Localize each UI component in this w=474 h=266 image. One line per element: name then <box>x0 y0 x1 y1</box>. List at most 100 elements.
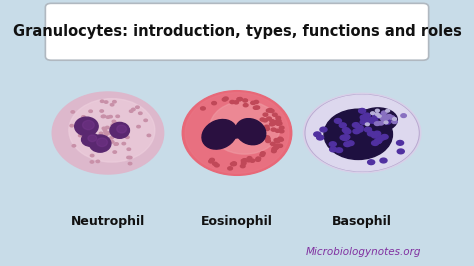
Circle shape <box>91 120 94 123</box>
Circle shape <box>276 119 281 122</box>
Circle shape <box>367 118 374 123</box>
Circle shape <box>360 115 367 120</box>
Text: Neutrophil: Neutrophil <box>71 215 145 228</box>
Circle shape <box>103 129 107 131</box>
Circle shape <box>380 116 386 120</box>
Circle shape <box>369 117 376 122</box>
Circle shape <box>255 158 260 161</box>
Circle shape <box>260 118 265 121</box>
Circle shape <box>147 134 151 137</box>
Circle shape <box>368 160 374 165</box>
Circle shape <box>212 102 217 105</box>
Circle shape <box>380 158 387 163</box>
Circle shape <box>138 112 142 114</box>
Circle shape <box>102 127 106 130</box>
Circle shape <box>273 147 277 150</box>
Circle shape <box>272 149 276 153</box>
Circle shape <box>397 140 403 145</box>
Circle shape <box>228 167 232 170</box>
Circle shape <box>240 165 245 168</box>
Ellipse shape <box>324 109 392 159</box>
Circle shape <box>254 101 259 103</box>
Text: Basophil: Basophil <box>332 215 392 228</box>
Circle shape <box>278 137 283 140</box>
Circle shape <box>234 101 238 104</box>
Circle shape <box>381 135 388 139</box>
Circle shape <box>401 114 406 118</box>
Circle shape <box>363 118 370 123</box>
Circle shape <box>237 98 242 101</box>
Ellipse shape <box>304 94 420 172</box>
Ellipse shape <box>227 131 243 138</box>
Ellipse shape <box>97 138 108 147</box>
Circle shape <box>270 122 275 125</box>
Circle shape <box>392 118 396 120</box>
Circle shape <box>339 123 346 128</box>
Circle shape <box>79 134 82 137</box>
Circle shape <box>89 138 93 140</box>
Circle shape <box>266 109 271 112</box>
Circle shape <box>91 154 94 157</box>
Circle shape <box>136 106 139 109</box>
Text: Granulocytes: introduction, types, functions and roles: Granulocytes: introduction, types, funct… <box>13 24 461 39</box>
Circle shape <box>126 136 129 139</box>
Circle shape <box>375 109 379 112</box>
Circle shape <box>384 121 388 124</box>
Circle shape <box>224 97 228 100</box>
Ellipse shape <box>82 120 94 130</box>
Circle shape <box>372 141 379 146</box>
Circle shape <box>109 115 112 118</box>
Ellipse shape <box>88 135 97 142</box>
Circle shape <box>102 115 106 118</box>
Circle shape <box>270 123 274 126</box>
Circle shape <box>114 143 118 145</box>
Ellipse shape <box>69 99 155 162</box>
Ellipse shape <box>110 122 129 138</box>
Circle shape <box>110 103 114 106</box>
Circle shape <box>274 146 279 149</box>
Text: Eosinophil: Eosinophil <box>201 215 273 228</box>
Circle shape <box>113 124 117 127</box>
Circle shape <box>243 159 247 162</box>
Circle shape <box>329 147 337 152</box>
Circle shape <box>90 133 93 135</box>
Circle shape <box>113 122 117 124</box>
Circle shape <box>276 122 281 125</box>
Circle shape <box>209 160 213 163</box>
Circle shape <box>363 113 370 118</box>
Circle shape <box>274 144 279 148</box>
Circle shape <box>72 145 76 147</box>
Circle shape <box>111 124 115 126</box>
Circle shape <box>90 161 94 163</box>
Circle shape <box>273 113 277 116</box>
Circle shape <box>353 129 360 134</box>
Circle shape <box>232 162 237 165</box>
Circle shape <box>100 100 104 102</box>
Circle shape <box>201 107 205 110</box>
Ellipse shape <box>117 125 127 133</box>
Circle shape <box>104 101 108 103</box>
Circle shape <box>275 120 280 123</box>
Circle shape <box>99 132 103 135</box>
Circle shape <box>377 115 381 117</box>
Circle shape <box>342 136 349 140</box>
Circle shape <box>210 158 214 161</box>
Circle shape <box>110 141 114 143</box>
Circle shape <box>243 99 247 102</box>
Circle shape <box>356 127 363 132</box>
Circle shape <box>127 148 130 150</box>
Circle shape <box>104 131 108 134</box>
Circle shape <box>101 115 105 118</box>
Circle shape <box>102 135 106 137</box>
Circle shape <box>279 130 284 133</box>
Circle shape <box>129 110 133 112</box>
Circle shape <box>90 132 93 135</box>
Circle shape <box>397 149 404 154</box>
Circle shape <box>127 156 130 159</box>
Circle shape <box>253 106 258 109</box>
Circle shape <box>241 162 246 165</box>
Circle shape <box>112 120 116 123</box>
Circle shape <box>374 139 382 144</box>
Ellipse shape <box>236 119 266 145</box>
Circle shape <box>96 160 100 163</box>
